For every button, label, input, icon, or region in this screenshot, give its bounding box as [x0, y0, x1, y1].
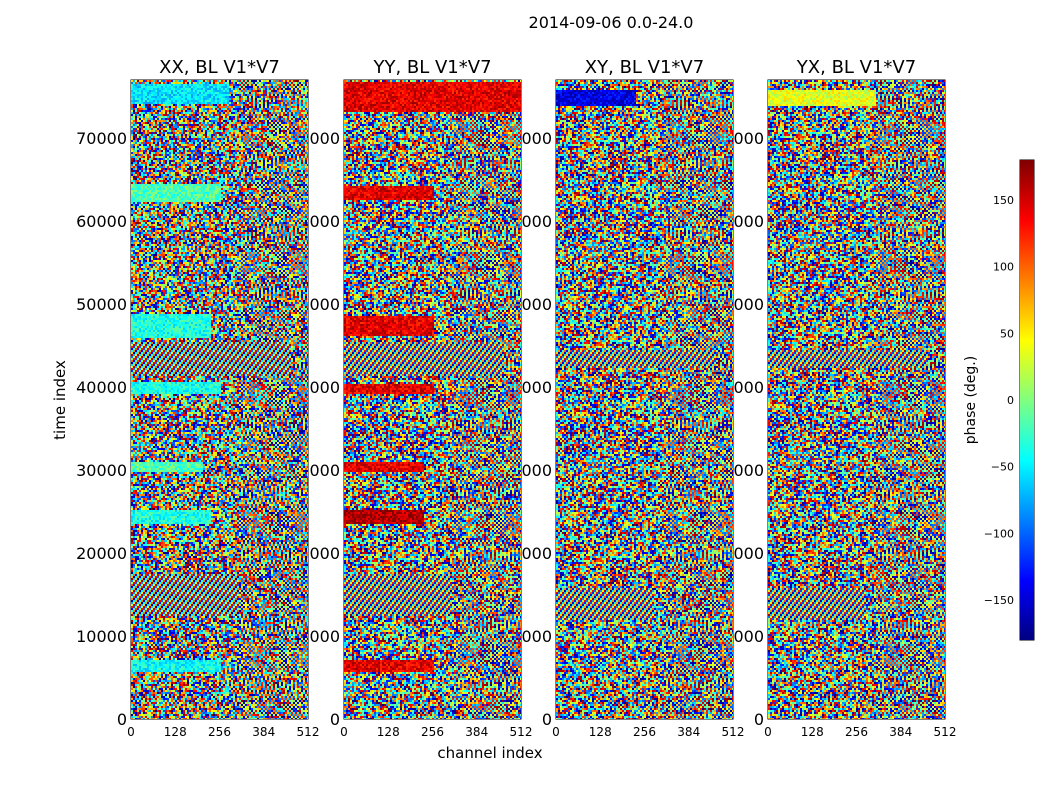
y-tick-label: 30000 — [76, 461, 127, 480]
panel-title-3: XY, BL V1*V7 — [585, 57, 704, 78]
x-tick-label: 128 — [801, 725, 824, 739]
x-tick-label: 0 — [764, 725, 772, 739]
figure-title: 2014-09-06 0.0-24.0 — [529, 13, 694, 32]
y-tick-label: 60000 — [76, 212, 127, 231]
x-tick-label: 128 — [589, 725, 612, 739]
x-tick-label: 512 — [510, 725, 533, 739]
heatmap-panel-3 — [556, 80, 733, 719]
x-tick-label: 0 — [127, 725, 135, 739]
colorbar-tick-label: −100 — [984, 527, 1014, 540]
x-axis-label: channel index — [437, 744, 542, 762]
x-tick-label: 512 — [722, 725, 745, 739]
colorbar-gradient — [1020, 160, 1034, 640]
y-tick-label: 70000 — [76, 129, 127, 148]
x-tick-label: 512 — [934, 725, 957, 739]
x-tick-label: 0 — [340, 725, 348, 739]
x-tick-label: 256 — [421, 725, 444, 739]
panel-title-1: XX, BL V1*V7 — [159, 57, 280, 78]
x-tick-label: 512 — [297, 725, 320, 739]
heatmap-panel-2 — [344, 80, 521, 719]
x-tick-label: 256 — [208, 725, 231, 739]
x-tick-label: 128 — [377, 725, 400, 739]
x-tick-label: 384 — [677, 725, 700, 739]
y-tick-label: 20000 — [76, 544, 127, 563]
x-tick-label: 256 — [633, 725, 656, 739]
x-tick-label: 256 — [845, 725, 868, 739]
heatmap-panel-1 — [131, 80, 308, 719]
panel-title-4: YX, BL V1*V7 — [796, 57, 916, 78]
x-tick-label: 384 — [465, 725, 488, 739]
y-tick-label: 40000 — [76, 378, 127, 397]
colorbar-tick-label: 0 — [1007, 394, 1014, 407]
colorbar-tick-label: 100 — [993, 261, 1014, 274]
colorbar-tick-label: −150 — [984, 594, 1014, 607]
heatmap-panel-4 — [768, 80, 945, 719]
y-tick-label: 0 — [117, 710, 127, 729]
colorbar-label: phase (deg.) — [963, 356, 979, 444]
colorbar-tick-label: 150 — [993, 194, 1014, 207]
x-tick-label: 128 — [164, 725, 187, 739]
y-tick-label: 0 — [542, 710, 552, 729]
x-tick-label: 0 — [552, 725, 560, 739]
y-tick-label: 0 — [754, 710, 764, 729]
x-tick-label: 384 — [889, 725, 912, 739]
x-tick-label: 384 — [252, 725, 275, 739]
colorbar-tick-label: 50 — [1000, 327, 1014, 340]
y-tick-label: 0 — [330, 710, 340, 729]
panel-title-2: YY, BL V1*V7 — [372, 57, 491, 78]
y-tick-label: 50000 — [76, 295, 127, 314]
y-tick-label: 10000 — [76, 627, 127, 646]
colorbar-tick-label: −50 — [991, 461, 1014, 474]
y-axis-label: time index — [51, 360, 69, 440]
